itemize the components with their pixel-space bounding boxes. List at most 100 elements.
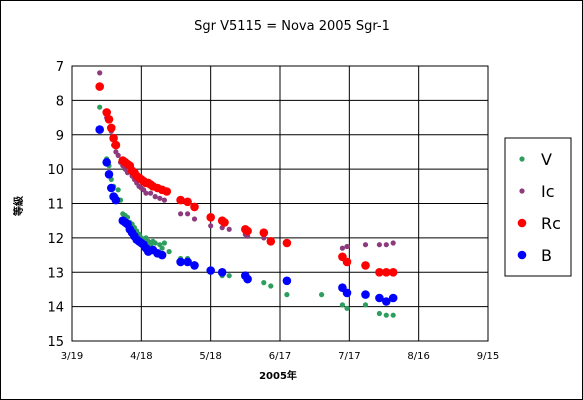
data-point-rc xyxy=(266,237,276,246)
data-point-ic xyxy=(208,223,214,229)
legend-marker-ic xyxy=(519,188,525,194)
x-tick-label: 7/17 xyxy=(338,351,360,362)
data-point-ic xyxy=(339,245,345,251)
data-point-ic xyxy=(362,242,369,248)
data-point-ic xyxy=(157,195,163,201)
data-point-b xyxy=(95,125,104,134)
x-tick-label: 6/17 xyxy=(269,351,291,362)
data-point-rc xyxy=(109,133,118,143)
data-point-rc xyxy=(342,257,352,267)
legend: V Ic Rc B xyxy=(504,137,572,277)
data-point-b xyxy=(243,274,252,284)
y-tick-label: 10 xyxy=(47,163,64,178)
data-point-rc xyxy=(382,268,391,277)
data-point-rc xyxy=(95,82,104,91)
x-tick-label: 8/16 xyxy=(407,351,429,362)
data-point-ic xyxy=(115,152,121,158)
data-point-ic xyxy=(344,243,350,250)
data-point-v xyxy=(115,187,121,193)
data-point-v xyxy=(344,305,350,311)
data-point-b xyxy=(342,288,352,298)
data-point-b xyxy=(190,261,199,270)
data-point-b xyxy=(282,276,292,286)
data-point-v xyxy=(362,302,369,308)
data-point-b xyxy=(361,290,370,299)
data-point-v xyxy=(166,249,172,255)
y-tick-label: 14 xyxy=(47,301,64,316)
data-point-v xyxy=(226,273,232,279)
data-point-b xyxy=(206,266,215,275)
legend-label-b: B xyxy=(541,246,552,265)
data-point-b xyxy=(104,170,114,179)
grid xyxy=(71,65,489,342)
data-point-rc xyxy=(206,213,215,222)
legend-label-ic: Ic xyxy=(541,182,555,201)
data-point-v xyxy=(261,280,267,286)
data-point-rc xyxy=(282,238,292,248)
data-point-b xyxy=(183,257,192,267)
data-point-ic xyxy=(376,242,382,248)
data-point-b xyxy=(176,257,185,267)
x-tick-label: 5/18 xyxy=(199,351,221,362)
data-point-b xyxy=(157,250,167,260)
chart-title: Sgr V5115 = Nova 2005 Sgr-1 xyxy=(194,19,390,34)
data-point-rc xyxy=(104,115,114,124)
data-point-ic xyxy=(161,197,167,203)
data-point-b xyxy=(107,183,116,193)
data-point-v xyxy=(161,240,167,246)
data-point-rc xyxy=(183,197,192,207)
y-tick-label: 12 xyxy=(47,232,64,247)
data-point-v xyxy=(376,310,382,317)
data-point-rc xyxy=(220,218,229,227)
y-tick-labels: 7 8 9 10 11 12 13 14 15 xyxy=(47,60,64,350)
data-point-v xyxy=(159,245,165,251)
data-points xyxy=(95,70,398,318)
data-point-rc xyxy=(102,108,111,117)
x-tick-labels: 3/19 4/18 5/18 6/17 7/17 8/16 9/15 xyxy=(61,351,499,362)
data-point-ic xyxy=(390,240,396,246)
data-point-b xyxy=(217,268,227,277)
data-point-rc xyxy=(259,228,269,237)
legend-box xyxy=(504,137,572,277)
legend-marker-rc xyxy=(517,218,527,228)
y-tick-label: 9 xyxy=(56,129,64,144)
legend-label-rc: Rc xyxy=(541,214,561,233)
data-point-ic xyxy=(226,226,232,232)
data-point-v xyxy=(152,240,158,246)
y-tick-label: 7 xyxy=(56,60,64,75)
data-point-v xyxy=(319,292,325,298)
x-tick-label: 9/15 xyxy=(477,351,499,362)
data-point-v xyxy=(97,104,103,110)
data-point-v xyxy=(383,312,389,318)
y-tick-label: 13 xyxy=(47,266,64,281)
data-point-ic xyxy=(178,211,184,217)
y-tick-label: 15 xyxy=(47,335,64,350)
data-point-ic xyxy=(148,190,154,196)
data-point-ic xyxy=(143,190,149,196)
legend-marker-v xyxy=(519,156,525,162)
data-point-rc xyxy=(111,140,121,150)
data-point-ic xyxy=(383,242,389,248)
data-point-rc xyxy=(361,261,370,270)
data-point-ic xyxy=(97,70,103,76)
x-tick-label: 4/18 xyxy=(130,351,152,362)
data-point-rc xyxy=(375,268,384,277)
legend-marker-b xyxy=(517,250,527,260)
data-point-rc xyxy=(107,123,116,133)
data-point-b xyxy=(102,158,111,167)
data-point-v xyxy=(284,292,290,298)
data-point-b xyxy=(111,195,121,205)
data-point-ic xyxy=(185,211,191,217)
data-point-b xyxy=(382,297,391,306)
data-point-ic xyxy=(152,194,158,200)
data-point-b xyxy=(388,293,398,303)
data-point-rc xyxy=(388,268,398,277)
data-point-rc xyxy=(162,187,172,196)
data-point-rc xyxy=(243,226,252,236)
x-axis-label: 2005年 xyxy=(259,369,297,382)
x-tick-label: 3/19 xyxy=(61,351,83,362)
y-tick-label: 11 xyxy=(47,198,64,213)
data-point-ic xyxy=(191,216,198,222)
data-point-v xyxy=(339,302,345,308)
